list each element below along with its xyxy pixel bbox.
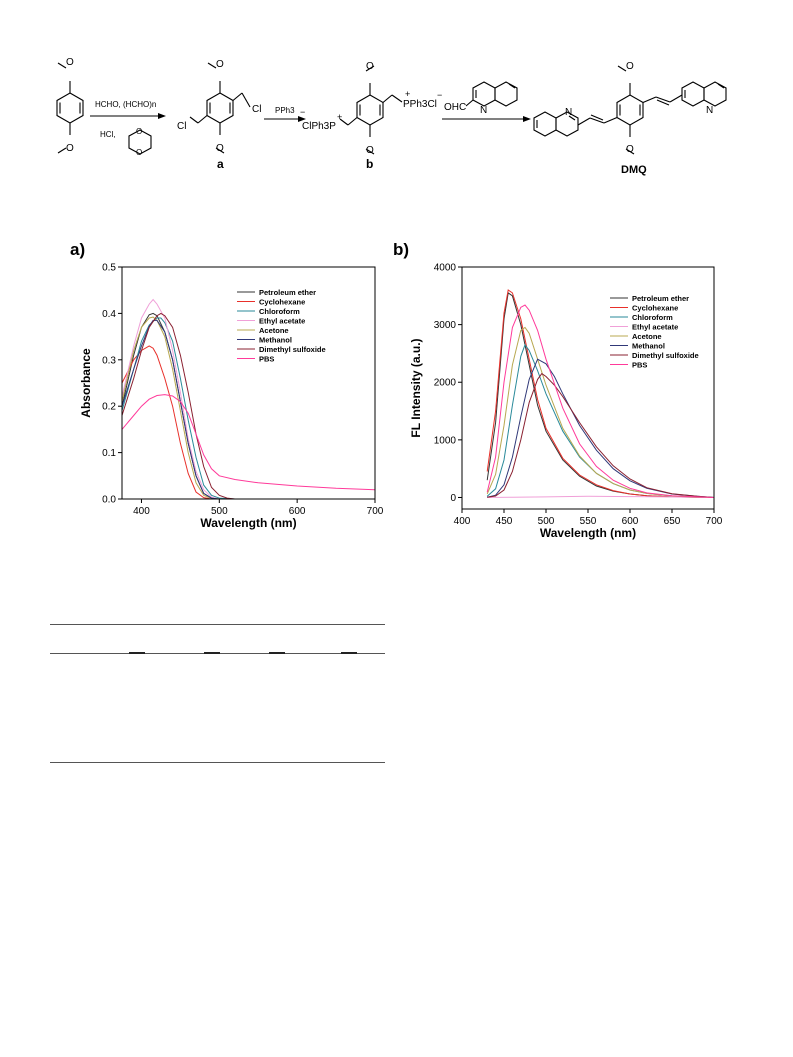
legend-entry: Dimethyl sulfoxide [632, 351, 699, 360]
x-tick-label: 650 [664, 516, 681, 527]
series-line-dimethyl-sulfoxide [487, 372, 715, 498]
table-cell-mark [341, 652, 357, 654]
legend-entry: PBS [259, 355, 274, 364]
series-line-chloroform [486, 343, 715, 498]
product-label: DMQ [621, 164, 647, 176]
label-o-3: O [216, 59, 224, 70]
y-tick-label: 0.3 [102, 355, 116, 366]
legend-entry: Ethyl acetate [632, 323, 678, 332]
quinoline-n-1: N [480, 105, 487, 116]
x-tick-label: 500 [211, 506, 228, 517]
x-tick-label: 600 [289, 506, 306, 517]
series-line-dimethyl-sulfoxide [121, 312, 375, 500]
series-line-petroleum-ether [121, 312, 375, 500]
legend-entry: Petroleum ether [259, 288, 316, 297]
label-o-5: O [366, 61, 374, 72]
y-tick-label: 0.1 [102, 448, 116, 459]
quinoline-n-2: N [706, 105, 713, 116]
x-tick-label: 500 [538, 516, 555, 527]
quinoline-n-3: N [565, 107, 572, 118]
legend-entry: Methanol [259, 336, 292, 345]
series-line-acetone [121, 316, 375, 500]
legend-entry: Cyclohexane [632, 304, 678, 313]
x-tick-label: 600 [622, 516, 639, 527]
table-cell-mark [269, 652, 285, 654]
ohc-label: OHC [444, 102, 466, 113]
b-left-minus: − [300, 107, 305, 117]
x-tick-label: 550 [580, 516, 597, 527]
panel-b-label: b) [393, 240, 410, 259]
x-axis-label: Wavelength (nm) [540, 526, 636, 540]
table-cell-mark [129, 652, 145, 654]
y-tick-label: 4000 [434, 263, 457, 274]
table-cell-mark [204, 652, 220, 654]
legend-entry: Acetone [632, 332, 662, 341]
x-tick-label: 700 [367, 506, 384, 517]
y-tick-label: 3000 [434, 320, 457, 331]
legend-entry: Methanol [632, 342, 665, 351]
x-tick-label: 400 [133, 506, 150, 517]
table-bottom-rule [50, 762, 385, 763]
series-line-pbs [486, 304, 715, 498]
legend-entry: Chloroform [632, 313, 673, 322]
compound-a-label: a [217, 157, 224, 171]
y-tick-label: 0.5 [102, 263, 116, 274]
series-line-petroleum-ether [486, 292, 715, 498]
absorbance-chart: 400 500 600 700 0.0 0.1 0.2 0.3 0.4 0.5 Wavelength… [79, 263, 384, 531]
panel-a-label: a) [70, 240, 86, 259]
y-tick-label: 1000 [434, 435, 457, 446]
y-tick-label: 0.4 [102, 309, 116, 320]
legend-entry: Acetone [259, 326, 289, 335]
step1-reagent-top: HCHO, (HCHO)n [95, 100, 156, 109]
compound-b-label: b [366, 157, 373, 171]
cl-left: Cl [177, 121, 186, 132]
y-tick-label: 0 [450, 493, 456, 504]
series-line-cyclohexane [486, 289, 715, 498]
legend-entry: PBS [632, 361, 647, 370]
b-left-group: ClPh3P [302, 121, 336, 132]
series-line-chloroform [121, 317, 375, 500]
y-axis-label: FL Intensity (a.u.) [409, 338, 423, 437]
series-line-cyclohexane [121, 345, 375, 500]
plot-frame [121, 266, 376, 500]
series-line-ethyl-acetate [121, 298, 375, 500]
step2-reagent: PPh3 [275, 106, 295, 115]
legend-entry: Dimethyl sulfoxide [259, 345, 326, 354]
legend-entry: Ethyl acetate [259, 317, 305, 326]
series-line-ethyl-acetate [487, 495, 715, 498]
x-axis-label: Wavelength (nm) [200, 516, 296, 530]
legend-entry: Chloroform [259, 307, 300, 316]
y-tick-label: 0.0 [102, 495, 116, 506]
label-o-1: O [66, 57, 74, 68]
y-tick-label: 0.2 [102, 402, 116, 413]
cl-right: Cl [252, 104, 261, 115]
label-o-6: O [366, 145, 374, 156]
dioxane-o-bottom: O [136, 148, 142, 157]
label-o-2: O [66, 143, 74, 154]
fluorescence-chart: 400 450 500 550 600 650 700 0 1000 2000 3000 4000 Wa… [409, 263, 723, 541]
x-tick-label: 700 [706, 516, 723, 527]
dioxane-o-top: O [136, 127, 142, 136]
label-o-7: O [626, 61, 634, 72]
series-line-methanol [487, 358, 715, 498]
legend-entry: Petroleum ether [632, 294, 689, 303]
table-top-rule [50, 624, 385, 625]
b-right-minus: − [437, 90, 442, 100]
x-tick-label: 400 [454, 516, 471, 527]
step1-reagent-bottom: HCl, [100, 130, 116, 139]
y-axis-label: Absorbance [79, 348, 93, 418]
label-o-8: O [626, 144, 634, 155]
synthesis-scheme: O O HCHO, (HCHO)n HCl, O O O O Cl Cl a P… [56, 57, 727, 176]
legend-entry: Cyclohexane [259, 298, 305, 307]
b-right-plus: + [405, 89, 410, 99]
b-left-plus: + [337, 112, 342, 122]
series-line-pbs [121, 394, 376, 491]
label-o-4: O [216, 143, 224, 154]
b-right-group: PPh3Cl [403, 99, 437, 110]
series-line-methanol [121, 319, 375, 500]
x-tick-label: 450 [496, 516, 513, 527]
y-tick-label: 2000 [434, 378, 457, 389]
